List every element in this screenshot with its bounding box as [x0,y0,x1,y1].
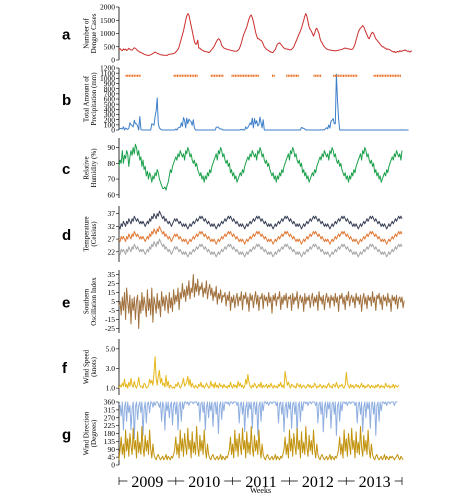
y-tick-label: 0 [111,461,115,470]
y-tick-label: 135 [104,437,116,446]
y-tick-label: 500 [104,100,116,109]
x-axis-title: Weeks [250,486,271,495]
y-tick-label: 80 [108,159,116,168]
y-tick-label: 2000 [100,3,115,12]
y-axis-label-line: Wind Speed [82,349,90,384]
y-tick-label: 1.0 [106,384,116,393]
y-tick-label: 60 [108,190,116,199]
y-tick-label: 0 [111,56,115,65]
year-label-bg [241,473,282,488]
y-axis-label-line: Humidity (%) [90,148,98,188]
y-tick-label: 1000 [100,29,115,38]
y-tick-label: 1100 [100,69,115,78]
y-tick-label: 1200 [100,64,115,73]
series-line-c-0 [118,143,403,191]
y-tick-label: 700 [104,89,116,98]
year-label: 2013 [359,474,391,491]
y-tick-label: 360 [104,398,116,407]
y-axis-label-b: Total Amount ofPrecipitation (mm) [82,72,98,126]
y-axis-label-line: Wind Direction [82,411,90,455]
year-label: 2010 [188,474,220,491]
year-label: 2011 [245,474,276,491]
y-axis-label-d: Temperature(Celsius) [82,216,98,251]
y-tick-label: 90 [108,143,116,152]
y-tick-label: 5.0 [106,344,116,353]
y-tick-label: 225 [104,421,116,430]
y-tick-label: 0 [111,126,115,135]
y-axis-label-line: (Degrees) [90,419,98,447]
y-tick-label: 45 [108,453,116,462]
series-line-g-1 [118,426,404,461]
panel-letter-a: a [62,27,71,44]
y-tick-label: 300 [104,110,116,119]
y-axis-label-g: Wind Direction(Degrees) [82,411,98,455]
y-tick-label: -5 [109,306,115,315]
panel-letter-c: c [62,161,70,178]
y-tick-label: -15 [105,315,115,324]
y-tick-label: 37 [108,209,116,218]
series-line-d-1 [118,225,403,245]
year-label-bg [184,473,225,488]
y-tick-label: 600 [104,95,116,104]
year-label-bg [127,473,168,488]
year-label: 2012 [302,474,334,491]
y-axis-label-line: (Celsius) [90,221,98,247]
y-tick-label: 100 [104,120,116,129]
y-axis-label-line: Number of [82,18,90,49]
y-tick-label: 500 [104,42,116,51]
y-tick-label: 70 [108,175,116,184]
series-line-d-2 [118,238,403,258]
y-tick-label: 25 [108,279,116,288]
series-line-g-0 [118,401,398,440]
y-tick-label: 800 [104,84,116,93]
y-axis-label-line: Relative [82,156,90,179]
panel-letter-b: b [62,92,71,109]
y-tick-label: -25 [105,324,115,333]
series-line-b-0 [118,73,409,131]
y-tick-label: 35 [108,270,116,279]
series-line-e-0 [118,274,405,329]
series-line-d-0 [118,210,403,230]
year-label-bg [297,473,338,488]
y-tick-label: 3.0 [106,364,116,373]
y-axis-label-line: Temperature [82,216,90,251]
y-tick-label: 15 [108,288,116,297]
year-label-bg [354,473,395,488]
y-tick-label: 315 [104,405,116,414]
y-axis-label-line: Precipitation (mm) [90,72,98,126]
year-label: 2009 [131,474,163,491]
y-tick-label: 400 [104,105,116,114]
y-tick-label: 5 [111,297,115,306]
y-tick-label: 27 [108,235,116,244]
y-tick-label: 180 [104,429,116,438]
y-axis-label-c: RelativeHumidity (%) [82,148,98,188]
series-line-a-0 [118,13,413,56]
y-tick-label: 1500 [100,16,115,25]
y-axis-label-line: Southern [82,288,90,314]
y-tick-label: 270 [104,413,116,422]
y-axis-label-line: (knots) [90,356,98,377]
y-tick-label: 22 [108,247,116,256]
y-tick-label: 32 [108,222,116,231]
y-tick-label: 900 [104,79,116,88]
panel-letter-g: g [62,427,71,444]
panel-letter-d: d [62,227,71,244]
series-line-f-0 [118,356,400,389]
panel-letter-f: f [62,360,68,377]
y-tick-label: 1000 [100,74,115,83]
y-axis-label-f: Wind Speed(knots) [82,349,98,384]
y-axis-label-e: SouthernOscillation Index [82,277,98,326]
y-tick-label: 90 [108,445,116,454]
y-axis-label-line: Oscillation Index [90,277,98,326]
panel-letter-e: e [62,295,70,312]
y-axis-label-line: Dengue Cases [90,13,98,53]
y-axis-label-line: Total Amount of [82,75,90,122]
y-tick-label: 200 [104,115,116,124]
y-axis-label-a: Number ofDengue Cases [82,13,98,53]
